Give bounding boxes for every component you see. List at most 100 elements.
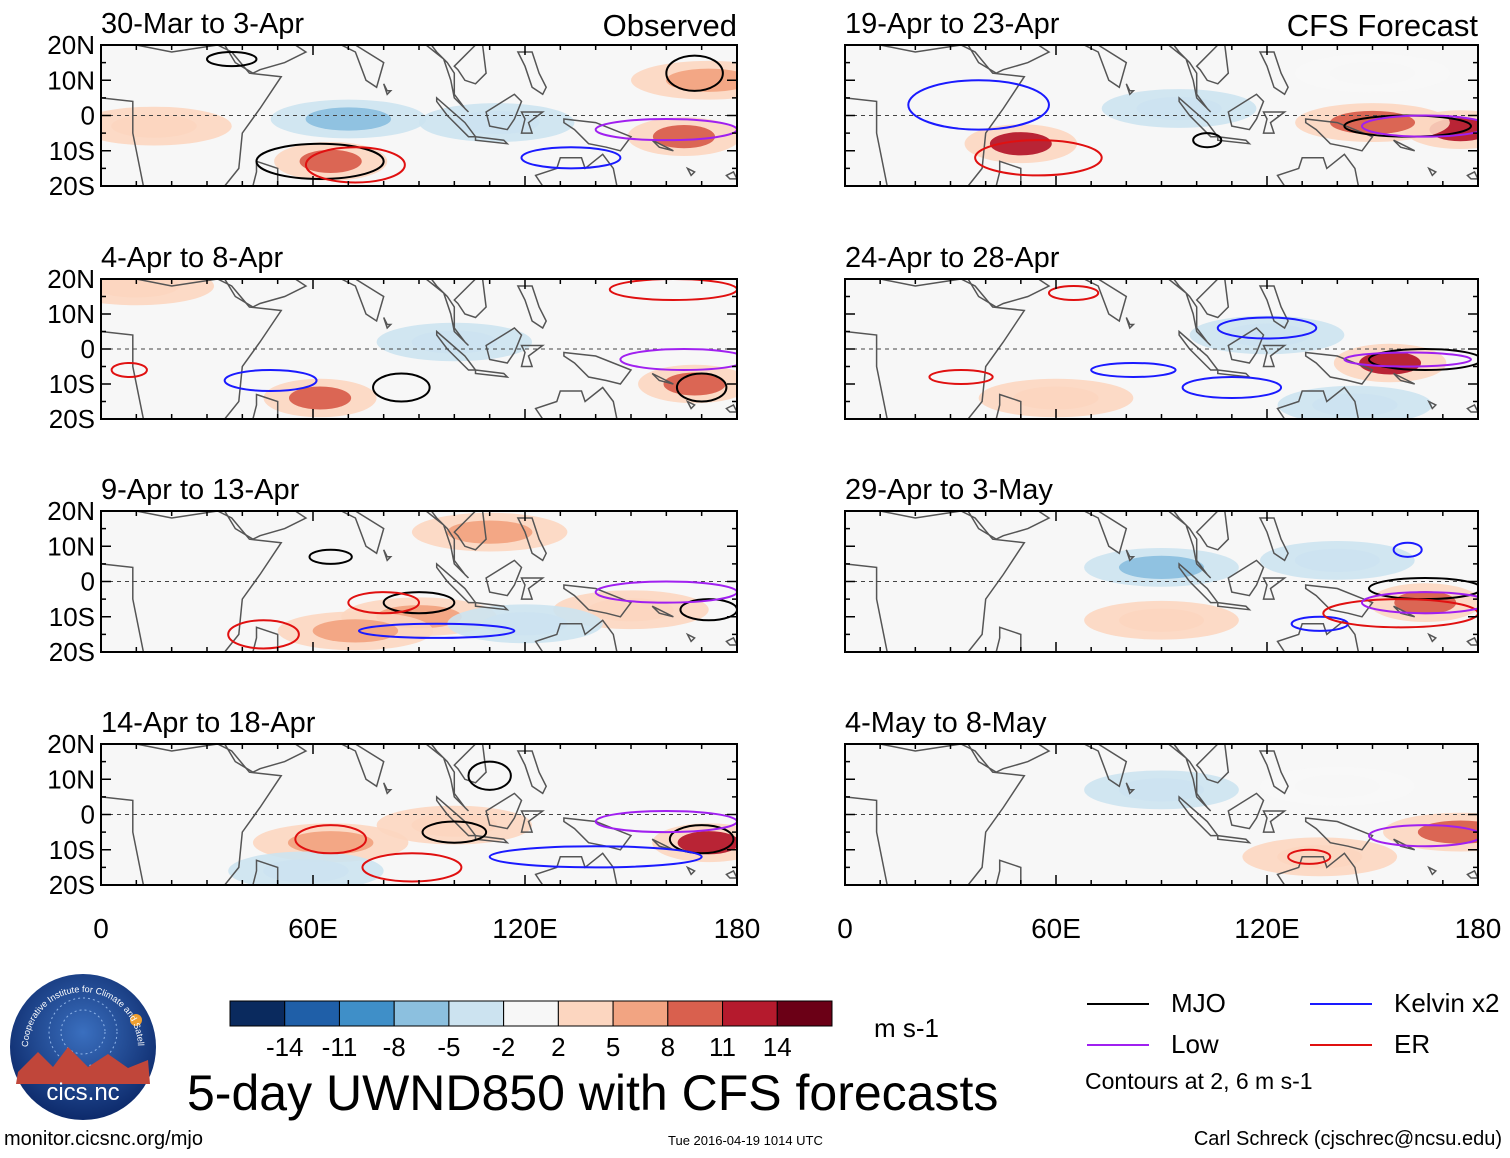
coastline [1258, 750, 1289, 795]
anomaly-core [588, 598, 674, 622]
ytick-label: 20S [49, 870, 95, 900]
colorbar-label: 11 [709, 1032, 736, 1062]
colorbar-swatch [612, 1000, 669, 1027]
coastline [1178, 795, 1220, 837]
footer-author: Carl Schreck (cjschrec@ncsu.edu) [1193, 1128, 1502, 1150]
coastline [651, 372, 674, 385]
colorbar-swatch [229, 1000, 286, 1027]
anomaly-core [101, 279, 180, 298]
coastline [474, 135, 510, 145]
coastline [967, 744, 1051, 774]
contour-note: Contours at 2, 6 m s-1 [1085, 1068, 1313, 1094]
panel-5: 19-Apr to 23-Apr [844, 8, 1479, 187]
ytick-label: 0 [81, 800, 95, 830]
coastline [516, 517, 548, 562]
coastline [1466, 636, 1478, 646]
contour-er [294, 824, 367, 855]
panel-plot-area [101, 279, 737, 419]
ytick-label: 20S [49, 637, 95, 667]
coastline [1083, 744, 1128, 788]
contour-er [928, 369, 994, 385]
coastline [1195, 511, 1230, 551]
coastline [340, 744, 385, 788]
legend-kelvin-label: Kelvin x2 [1394, 988, 1500, 1018]
coastline [1217, 834, 1252, 844]
coastline [845, 511, 1026, 652]
anomaly-core [1118, 608, 1205, 632]
panel-7: 29-Apr to 3-May [844, 474, 1479, 653]
colorbar-label: -14 [266, 1032, 304, 1062]
anomaly-core [1294, 774, 1380, 798]
panel-1: 20N 10N 0 10S 20S 30-Mar to 3-Apr [47, 8, 738, 201]
coastline [340, 45, 385, 89]
coastline [404, 45, 470, 113]
legend-low-label: Low [1171, 1029, 1219, 1059]
coastline [1304, 118, 1374, 152]
coastline [1466, 170, 1478, 180]
contour-er [304, 146, 406, 184]
coastline [1262, 344, 1287, 368]
xtick-label: 0 [93, 913, 109, 944]
anomaly-core [453, 110, 540, 135]
coastline [534, 386, 618, 419]
coastline [725, 170, 737, 180]
coastline [1262, 111, 1287, 134]
contour-kelvin-x2 [1392, 541, 1423, 558]
coastline [725, 869, 737, 879]
anomaly-core [1224, 323, 1310, 347]
coastline [453, 279, 487, 319]
coastline [1304, 584, 1374, 618]
coastline [845, 45, 1026, 186]
anomaly-core [305, 107, 392, 131]
ytick-label: 10S [49, 136, 95, 166]
anomaly-core [1329, 61, 1416, 85]
coastline [1276, 386, 1360, 419]
coastline [485, 327, 523, 364]
coastline [453, 744, 487, 784]
colorbar-label: -2 [492, 1032, 515, 1062]
contour-er [110, 362, 148, 378]
anomaly-core [663, 372, 726, 396]
coastline [516, 285, 548, 330]
panel-title: 30-Mar to 3-Apr [101, 8, 304, 40]
colorbar-swatch [338, 1000, 395, 1027]
legend-er-label: ER [1394, 1029, 1431, 1059]
coastline [252, 626, 279, 652]
coastline [967, 45, 1051, 75]
ytick-label: 10N [47, 764, 95, 794]
coastline [1262, 810, 1287, 833]
footer-url: monitor.cicsnc.org/mjo [4, 1128, 203, 1150]
anomaly-core [411, 813, 498, 837]
coastline [435, 96, 478, 138]
coastline [967, 279, 1051, 308]
coastline [516, 51, 548, 96]
xtick-label: 180 [714, 913, 761, 944]
ytick-label: 10S [49, 835, 95, 865]
coastline [1466, 403, 1478, 413]
contour-mjo [665, 54, 724, 92]
coastline [101, 279, 283, 419]
panel-2: 20N 10N 0 10S 20S 4-Apr to 8-Apr [47, 242, 738, 434]
coastline [1258, 285, 1289, 330]
colorbar-label: -11 [322, 1032, 358, 1062]
xtick-label: 0 [837, 913, 853, 944]
coastline [1466, 869, 1478, 879]
coastline [101, 744, 283, 885]
ytick-label: 20N [47, 30, 95, 60]
coastline [1217, 135, 1252, 145]
forecast-label: CFS Forecast [1287, 8, 1479, 43]
contour-low [1368, 824, 1478, 848]
ytick-label: 10N [47, 299, 95, 329]
anomaly-core [287, 831, 374, 855]
coastline [340, 279, 385, 323]
coastline [1393, 139, 1416, 152]
coastline [995, 160, 1022, 186]
colorbar-swatch [503, 1000, 559, 1027]
coastline [485, 559, 523, 597]
coastline [520, 344, 545, 368]
coastline [995, 393, 1022, 419]
coastline [534, 153, 618, 186]
anomaly-core [263, 859, 349, 883]
coastline [1217, 601, 1252, 611]
